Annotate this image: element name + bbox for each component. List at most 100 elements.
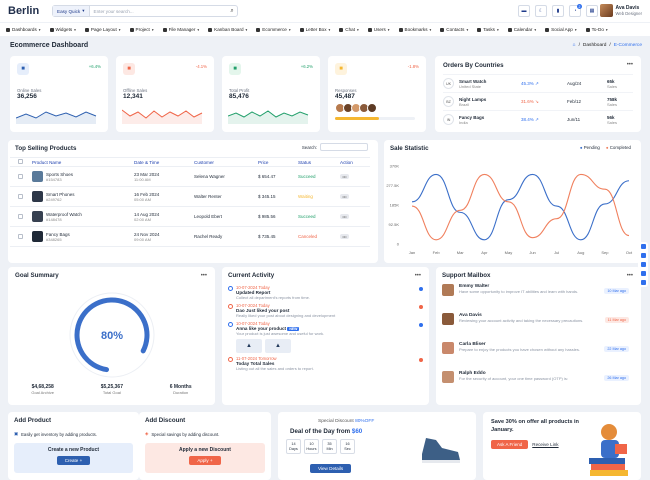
col-price[interactable]: Price xyxy=(258,157,298,167)
legend-completed[interactable]: ● Completed xyxy=(605,145,631,150)
row-checkbox[interactable] xyxy=(18,173,23,179)
select-all-checkbox[interactable] xyxy=(18,159,23,164)
row-checkbox[interactable] xyxy=(18,213,23,219)
col-product[interactable]: Product Name xyxy=(32,157,134,167)
row-action-button[interactable]: ••• xyxy=(340,174,349,179)
avatar-group[interactable] xyxy=(335,103,419,113)
add-product-card: Add Product ▣ Easily get inventory by add… xyxy=(8,412,139,480)
order-row[interactable]: UK Smart Watch United State 45.3% ↗ Aug/24 65… xyxy=(443,74,633,92)
menu-item-project[interactable]: Project ▾ xyxy=(129,27,154,32)
palette-icon[interactable] xyxy=(640,262,646,267)
col-status[interactable]: Status xyxy=(298,157,340,167)
menu-item-social-app[interactable]: Social App ▾ xyxy=(545,27,577,32)
x-tick-label: Sep xyxy=(601,250,609,255)
country-badge: IN xyxy=(443,114,454,125)
arrow-icon: ↘ xyxy=(535,98,539,104)
mail-item[interactable]: Emmy Walter Have some opportunity to impr… xyxy=(442,284,635,310)
row-checkbox[interactable] xyxy=(18,233,23,239)
time-badge: 11 Mar ago xyxy=(604,317,629,323)
menu-item-kanban-board[interactable]: Kanban Board ▾ xyxy=(208,27,247,32)
menu-item-ecommerce[interactable]: Ecommerce ▾ xyxy=(256,27,291,32)
table-row[interactable]: Smart Phones #249762 16 Feb 2024 05:00 AM Wa… xyxy=(10,186,370,207)
view-details-button[interactable]: View Details xyxy=(310,464,352,473)
activity-item[interactable]: 10-07-2024 Today Anna like your product N… xyxy=(228,321,423,353)
menu-item-bookmarks[interactable]: Bookmarks ▾ xyxy=(398,27,431,32)
search-box[interactable]: Easy Quick ▾ Enter your search... ⌕ xyxy=(52,5,238,17)
notification-bell-icon[interactable]: ◔ 2 xyxy=(569,4,582,17)
language-icon[interactable]: ▬ xyxy=(518,5,530,17)
menu-item-calendar[interactable]: Calendar ▾ xyxy=(507,27,536,32)
col-customer[interactable]: Customer xyxy=(194,157,258,167)
y-tick-label: 185K xyxy=(390,203,400,208)
menu-item-chat[interactable]: Chat ▾ xyxy=(339,27,359,32)
help-icon[interactable] xyxy=(640,271,646,276)
goal-progress-arc xyxy=(74,297,150,373)
search-icon[interactable]: ⌕ xyxy=(230,7,234,14)
table-row[interactable]: Waterproof Watch #148478 14 Aug 2024 02:00 … xyxy=(10,206,370,227)
user-name: Ava Davis xyxy=(615,5,640,11)
menu-item-contacts[interactable]: Contacts ▾ xyxy=(440,27,468,32)
menu-icon xyxy=(507,27,512,32)
activity-item[interactable]: 10-07-2024 Today Dao Just liked your post… xyxy=(228,303,423,318)
product-thumbnail xyxy=(32,191,43,202)
bookmark-icon[interactable]: ▮ xyxy=(552,5,564,17)
legend-pending[interactable]: ● Pending xyxy=(579,145,600,150)
menu-item-dashboards[interactable]: Dashboards ▾ xyxy=(6,27,41,32)
sparkline xyxy=(228,110,309,124)
promo-card: Save 30% on offer all products in Januar… xyxy=(483,412,641,480)
menu-item-tasks[interactable]: Tasks ▾ xyxy=(477,27,499,32)
theme-toggle-icon[interactable]: ☾ xyxy=(535,5,547,17)
menu-item-to-do[interactable]: To-Do ▾ xyxy=(585,27,608,32)
activity-item[interactable]: 11-07-2024 Tomorrow Today Total Sales List… xyxy=(228,356,423,371)
menu-item-widgets[interactable]: Widgets ▾ xyxy=(49,27,76,32)
x-tick-label: Jun xyxy=(529,250,535,255)
floating-toolbar[interactable] xyxy=(638,242,648,287)
col-action: Action xyxy=(340,157,370,167)
chevron-down-icon: ▾ xyxy=(328,27,331,32)
row-action-button[interactable]: ••• xyxy=(340,214,349,219)
home-icon[interactable]: ⌂ xyxy=(572,43,576,48)
response-progress xyxy=(335,117,415,120)
search-input[interactable]: Enter your search... xyxy=(93,8,134,14)
mail-item[interactable]: Ralph Eddo For the security of account, y… xyxy=(442,371,635,397)
stat-label: Total Profit xyxy=(229,88,250,93)
shoe-image xyxy=(422,438,460,463)
grid-apps-icon[interactable]: ▦ xyxy=(586,5,598,17)
col-date[interactable]: Date & Time xyxy=(134,157,194,167)
search-scope-select[interactable]: Easy Quick ▾ xyxy=(53,6,90,16)
menu-icon xyxy=(49,27,54,32)
row-checkbox[interactable] xyxy=(18,193,23,199)
app-logo[interactable]: Berlin xyxy=(8,5,40,17)
cart-icon[interactable] xyxy=(640,280,646,285)
layout-icon[interactable] xyxy=(640,253,646,258)
breadcrumb-dashboard[interactable]: Dashboard xyxy=(582,43,607,48)
more-options-icon[interactable]: ••• xyxy=(626,273,633,279)
mail-item[interactable]: Ava Davis Reviewing your account activity… xyxy=(442,313,635,339)
menu-item-letter-box[interactable]: Letter Box ▾ xyxy=(299,27,331,32)
more-options-icon[interactable]: ••• xyxy=(626,62,633,68)
order-row[interactable]: IN Fancy Bags India 38.4% ↗ Jun/11 56k Sales xyxy=(443,110,633,128)
table-row[interactable]: Fancy Bags #348265 24 Nov 2024 09:00 AM Rach… xyxy=(10,226,370,247)
table-search-input[interactable] xyxy=(320,143,368,151)
row-action-button[interactable]: ••• xyxy=(340,234,349,239)
create-product-button[interactable]: Create + xyxy=(56,456,91,465)
menu-item-page-layout[interactable]: Page Layout ▾ xyxy=(84,27,121,32)
row-action-button[interactable]: ••• xyxy=(340,194,349,199)
goal-gauge: 80% xyxy=(69,292,155,378)
add-discount-card: Add Discount ◈ Special savings by adding … xyxy=(139,412,271,480)
product-images: ▲ ▲ xyxy=(236,339,423,353)
menu-item-file-manager[interactable]: File Manager ▾ xyxy=(162,27,199,32)
more-options-icon[interactable]: ••• xyxy=(414,273,421,279)
receive-link[interactable]: Receive Link xyxy=(532,442,559,448)
table-row[interactable]: Sports Shoes #154783 23 Mar 2024 11:00 AM Se… xyxy=(10,166,370,187)
order-row[interactable]: BZ Night Lamps Brazil 31.6% ↘ Feb/12 758k Sale… xyxy=(443,92,633,110)
user-menu[interactable]: Ava Davis Web Designer xyxy=(599,4,642,17)
apply-discount-button[interactable]: Apply + xyxy=(189,456,221,465)
shoe-icon: ▲ xyxy=(265,339,291,353)
settings-icon[interactable] xyxy=(640,244,646,249)
mail-item[interactable]: Carla Bliser Prepare to enjoy the product… xyxy=(442,342,635,368)
menu-item-users[interactable]: Users ▾ xyxy=(367,27,390,32)
more-options-icon[interactable]: ••• xyxy=(200,273,207,279)
ask-friend-button[interactable]: Ask A Friend xyxy=(491,440,529,450)
activity-item[interactable]: 10-07-2024 Today Updated Report Collect al… xyxy=(228,285,423,300)
